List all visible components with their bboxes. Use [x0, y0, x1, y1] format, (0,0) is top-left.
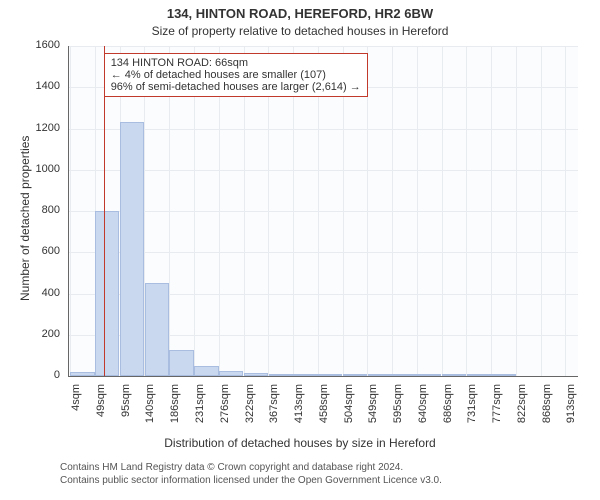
- gridline-v: [466, 46, 467, 376]
- x-tick-label: 822sqm: [516, 384, 528, 434]
- y-tick-label: 1600: [0, 39, 60, 51]
- gridline-v: [541, 46, 542, 376]
- gridline-v: [70, 46, 71, 376]
- chart-container: 134, HINTON ROAD, HEREFORD, HR2 6BW Size…: [0, 0, 600, 500]
- histogram-bar: [194, 366, 218, 376]
- y-tick-label: 1400: [0, 80, 60, 92]
- y-tick-label: 200: [0, 328, 60, 340]
- x-tick-label: 95sqm: [120, 384, 132, 434]
- chart-title-line1: 134, HINTON ROAD, HEREFORD, HR2 6BW: [0, 6, 600, 21]
- x-axis: [68, 376, 578, 377]
- annotation-line2: ← 4% of detached houses are smaller (107…: [111, 69, 361, 81]
- gridline-v: [392, 46, 393, 376]
- x-tick-label: 186sqm: [169, 384, 181, 434]
- gridline-v: [516, 46, 517, 376]
- x-tick-label: 595sqm: [392, 384, 404, 434]
- gridline-v: [442, 46, 443, 376]
- x-tick-label: 686sqm: [442, 384, 454, 434]
- x-tick-label: 549sqm: [367, 384, 379, 434]
- x-tick-label: 49sqm: [95, 384, 107, 434]
- x-tick-label: 276sqm: [219, 384, 231, 434]
- x-tick-label: 913sqm: [565, 384, 577, 434]
- x-tick-label: 367sqm: [268, 384, 280, 434]
- x-tick-label: 868sqm: [541, 384, 553, 434]
- x-tick-label: 640sqm: [417, 384, 429, 434]
- x-axis-label: Distribution of detached houses by size …: [0, 436, 600, 450]
- x-tick-label: 140sqm: [144, 384, 156, 434]
- x-tick-label: 458sqm: [318, 384, 330, 434]
- footer-line1: Contains HM Land Registry data © Crown c…: [60, 462, 442, 475]
- footer-line2: Contains public sector information licen…: [60, 475, 442, 488]
- x-tick-label: 731sqm: [466, 384, 478, 434]
- x-tick-label: 777sqm: [491, 384, 503, 434]
- annotation-line3: 96% of semi-detached houses are larger (…: [111, 81, 361, 93]
- annotation-box: 134 HINTON ROAD: 66sqm ← 4% of detached …: [104, 53, 368, 97]
- gridline-v: [491, 46, 492, 376]
- histogram-bar: [95, 211, 119, 376]
- histogram-bar: [120, 122, 144, 376]
- gridline-v: [417, 46, 418, 376]
- y-axis-label: Number of detached properties: [18, 136, 32, 301]
- annotation-line1: 134 HINTON ROAD: 66sqm: [111, 57, 361, 69]
- x-tick-label: 322sqm: [244, 384, 256, 434]
- y-tick-label: 1200: [0, 122, 60, 134]
- x-tick-label: 4sqm: [70, 384, 82, 434]
- footer-attribution: Contains HM Land Registry data © Crown c…: [60, 462, 442, 487]
- x-tick-label: 231sqm: [194, 384, 206, 434]
- y-axis: [68, 46, 69, 376]
- y-tick-label: 0: [0, 369, 60, 381]
- gridline-v: [565, 46, 566, 376]
- x-tick-label: 413sqm: [293, 384, 305, 434]
- plot-area: 134 HINTON ROAD: 66sqm ← 4% of detached …: [68, 46, 578, 376]
- x-tick-label: 504sqm: [343, 384, 355, 434]
- chart-title-line2: Size of property relative to detached ho…: [0, 24, 600, 38]
- histogram-bar: [145, 283, 169, 376]
- histogram-bar: [169, 350, 193, 376]
